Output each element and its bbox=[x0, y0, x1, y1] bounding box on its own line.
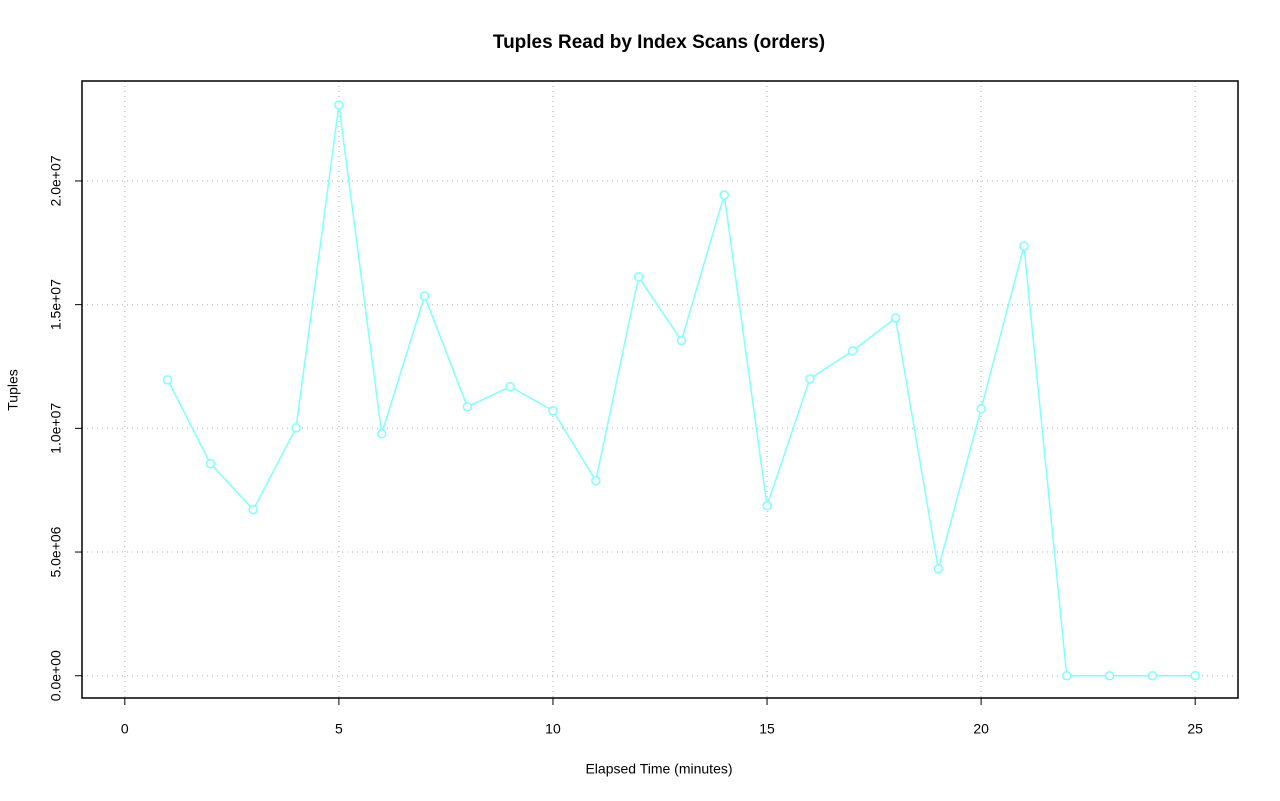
x-tick-label: 0 bbox=[121, 721, 129, 737]
point bbox=[1190, 670, 1200, 681]
point bbox=[505, 382, 515, 392]
point bbox=[762, 501, 772, 511]
y-tick-label: 2.0e+07 bbox=[48, 155, 64, 206]
point bbox=[976, 404, 986, 414]
line bbox=[166, 104, 1196, 677]
plot-area bbox=[162, 100, 1200, 681]
y-tick-label: 1.0e+07 bbox=[48, 403, 64, 454]
point bbox=[334, 100, 344, 110]
point bbox=[462, 402, 473, 412]
grid bbox=[82, 81, 1238, 698]
point bbox=[633, 272, 644, 282]
point bbox=[676, 336, 687, 346]
point bbox=[162, 375, 173, 385]
point bbox=[1147, 670, 1158, 681]
chart-title: Tuples Read by Index Scans (orders) bbox=[493, 32, 825, 53]
point bbox=[847, 346, 858, 356]
y-axis-label: Tuples bbox=[5, 369, 21, 411]
x-tick-label: 15 bbox=[759, 721, 775, 737]
y-tick-label: 1.5e+07 bbox=[48, 279, 64, 330]
point bbox=[719, 190, 729, 200]
point bbox=[933, 564, 944, 574]
point bbox=[548, 406, 558, 416]
point bbox=[1019, 241, 1029, 251]
y-tick-label: 5.0e+06 bbox=[48, 526, 64, 577]
y-tick-label: 0.0e+00 bbox=[48, 650, 64, 701]
plot-frame bbox=[81, 80, 1239, 699]
point bbox=[890, 313, 901, 323]
x-tick-label: 5 bbox=[335, 721, 343, 737]
point bbox=[419, 291, 430, 301]
point bbox=[248, 504, 259, 515]
point bbox=[291, 423, 301, 433]
point bbox=[205, 458, 216, 469]
x-tick-label: 10 bbox=[545, 721, 561, 737]
x-tick-label: 25 bbox=[1187, 721, 1203, 737]
point bbox=[591, 476, 601, 486]
x-tick-label: 20 bbox=[973, 721, 989, 737]
point bbox=[1061, 670, 1072, 681]
point bbox=[805, 374, 815, 384]
point bbox=[376, 429, 387, 439]
point bbox=[1104, 670, 1115, 681]
x-axis-label: Elapsed Time (minutes) bbox=[585, 761, 732, 777]
